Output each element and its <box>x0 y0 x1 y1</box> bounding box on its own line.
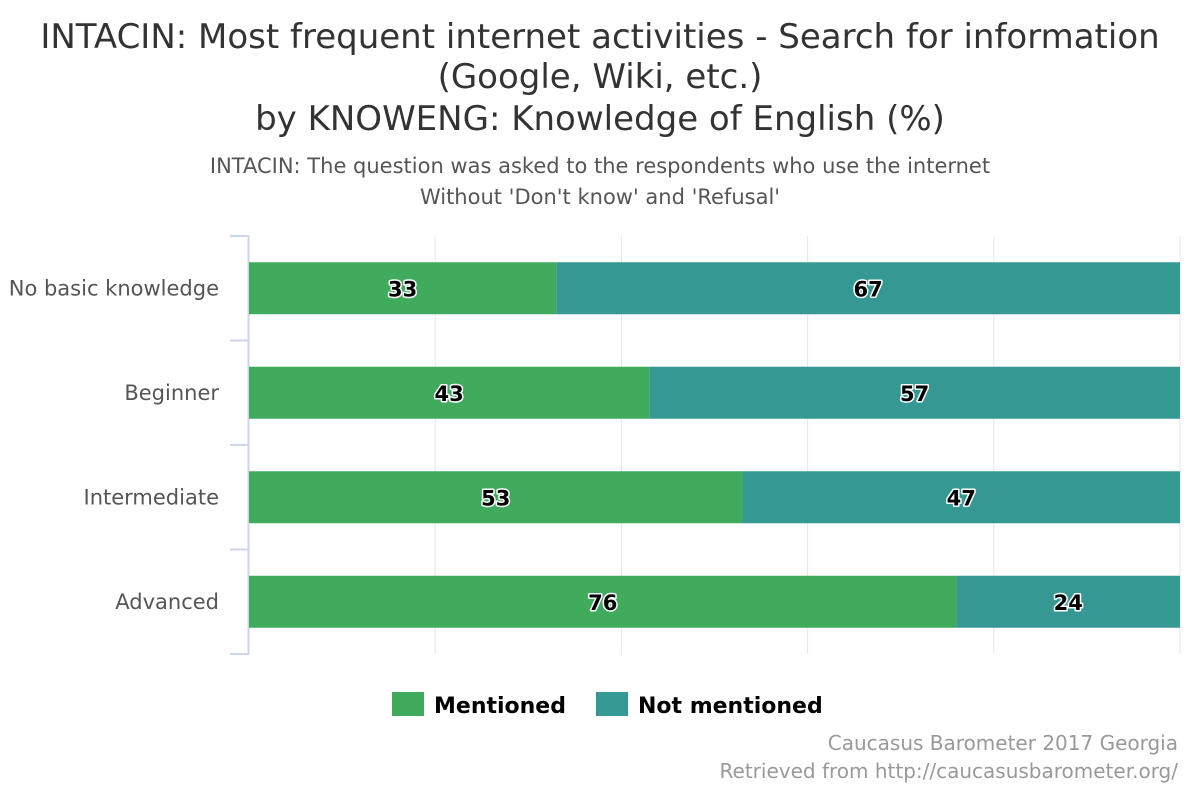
bar-not-mentioned-intermediate[interactable] <box>742 471 1180 524</box>
legend-label-mentioned[interactable]: Mentioned <box>434 694 566 719</box>
bar-not-mentioned-no-basic-knowledge[interactable] <box>556 262 1180 315</box>
bar-not-mentioned-beginner[interactable] <box>649 366 1180 419</box>
chart-subtitle-line-1: INTACIN: The question was asked to the r… <box>210 154 990 178</box>
data-label-mentioned-no-basic-knowledge: 33 <box>388 277 417 301</box>
data-label-not-mentioned-beginner: 57 <box>900 382 929 406</box>
bar-mentioned-advanced[interactable] <box>249 575 957 628</box>
category-labels: No basic knowledge Beginner Intermediate Ad… <box>9 276 220 614</box>
legend-swatch-mentioned[interactable] <box>392 692 424 716</box>
data-label-not-mentioned-intermediate: 47 <box>947 486 976 510</box>
legend-swatch-not-mentioned[interactable] <box>596 692 628 716</box>
data-label-not-mentioned-advanced: 24 <box>1054 591 1083 615</box>
data-label-mentioned-beginner: 43 <box>435 382 464 406</box>
category-label-beginner: Beginner <box>124 381 219 405</box>
chart-title: INTACIN: Most frequent internet activiti… <box>40 17 1159 139</box>
legend-label-not-mentioned[interactable]: Not mentioned <box>638 694 823 719</box>
category-label-advanced: Advanced <box>115 590 219 614</box>
data-label-mentioned-advanced: 76 <box>588 591 617 615</box>
data-labels: 33 67 43 57 53 47 76 24 <box>386 276 1084 617</box>
legend: Mentioned Not mentioned <box>392 692 823 719</box>
data-label-mentioned-intermediate: 53 <box>481 486 510 510</box>
data-label-not-mentioned-no-basic-knowledge: 67 <box>853 277 882 301</box>
category-label-intermediate: Intermediate <box>84 485 220 509</box>
chart-title-line-2: (Google, Wiki, etc.) <box>438 57 763 97</box>
credit-source: Caucasus Barometer 2017 Georgia <box>828 731 1178 755</box>
bar-mentioned-beginner[interactable] <box>249 366 650 419</box>
category-axis <box>230 235 250 655</box>
chart-subtitle-line-2: Without 'Don't know' and 'Refusal' <box>420 185 780 209</box>
chart-title-line-1: INTACIN: Most frequent internet activiti… <box>40 17 1159 57</box>
bar-not-mentioned-advanced[interactable] <box>956 575 1180 628</box>
bar-mentioned-intermediate[interactable] <box>249 471 743 524</box>
bar-mentioned-no-basic-knowledge[interactable] <box>249 262 557 315</box>
bars <box>249 262 1180 628</box>
credits: Caucasus Barometer 2017 Georgia Retrieve… <box>720 731 1179 783</box>
chart-subtitle: INTACIN: The question was asked to the r… <box>210 154 990 209</box>
credit-url[interactable]: Retrieved from http://caucasusbarometer.… <box>720 759 1179 783</box>
category-label-no-basic-knowledge: No basic knowledge <box>9 276 219 300</box>
chart-title-line-3: by KNOWENG: Knowledge of English (%) <box>255 99 945 139</box>
